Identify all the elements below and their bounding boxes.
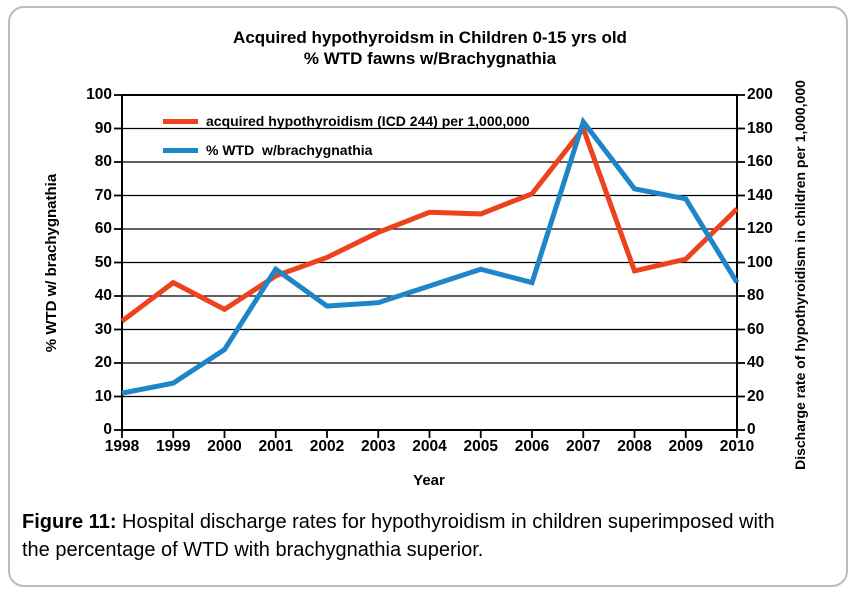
- left-y-tick-label: 30: [94, 320, 112, 338]
- figure-caption-number: Figure 11:: [22, 511, 117, 533]
- left-y-tick-label: 10: [94, 387, 112, 405]
- left-y-tick-label: 100: [86, 86, 112, 103]
- x-tick-label: 1998: [104, 438, 140, 455]
- left-y-tick-label: 60: [94, 220, 112, 237]
- left-y-axis-title: % WTD w/ brachygnathia: [43, 173, 60, 353]
- left-y-tick-label: 50: [94, 253, 112, 271]
- right-y-tick-label: 120: [747, 220, 773, 237]
- right-y-tick-label: 0: [747, 421, 756, 438]
- x-axis-title: Year: [413, 472, 445, 489]
- x-tick-label: 2000: [207, 438, 242, 455]
- right-y-tick-label: 20: [747, 387, 765, 405]
- right-y-tick-label: 160: [747, 153, 773, 170]
- right-y-tick-label: 100: [747, 253, 773, 271]
- x-tick-label: 2003: [361, 438, 396, 455]
- x-tick-label: 2008: [617, 438, 652, 455]
- left-y-tick-label: 40: [94, 287, 112, 304]
- figure-caption: Figure 11: Hospital discharge rates for …: [22, 508, 806, 564]
- right-y-tick-label: 60: [747, 320, 765, 338]
- legend-line-swatch-red: [163, 118, 198, 124]
- legend-item-wtd: % WTD w/brachygnathia: [163, 140, 530, 160]
- right-y-tick-label: 140: [747, 186, 773, 204]
- left-y-tick-label: 70: [94, 186, 112, 204]
- left-y-tick-label: 0: [103, 421, 112, 438]
- left-y-tick-label: 90: [94, 119, 112, 137]
- right-y-tick-label: 200: [747, 86, 773, 103]
- left-y-tick-label: 20: [94, 354, 112, 371]
- x-tick-label: 2007: [566, 438, 601, 455]
- right-y-tick-label: 180: [747, 119, 773, 137]
- right-y-tick-label: 80: [747, 287, 765, 304]
- x-tick-label: 2009: [668, 438, 703, 455]
- figure-caption-text: Hospital discharge rates for hypothyroid…: [22, 511, 775, 561]
- x-tick-label: 2006: [514, 438, 550, 455]
- chart-legend: acquired hypothyroidism (ICD 244) per 1,…: [163, 111, 530, 169]
- x-tick-label: 2002: [309, 438, 345, 455]
- right-y-tick-label: 40: [747, 354, 765, 371]
- x-tick-label: 1999: [156, 438, 191, 455]
- x-tick-label: 2001: [258, 438, 293, 455]
- right-y-axis-title: Discharge rate of hypothyroidism in chil…: [792, 80, 808, 470]
- left-y-tick-label: 80: [94, 153, 112, 170]
- chart-title: Acquired hypothyroidsm in Children 0-15 …: [0, 27, 856, 69]
- chart-title-line2: % WTD fawns w/Brachygnathia: [303, 49, 557, 68]
- x-tick-label: 2010: [719, 438, 755, 455]
- chart-title-line1: Acquired hypothyroidsm in Children 0-15 …: [233, 28, 627, 47]
- legend-line-swatch-blue: [163, 147, 198, 153]
- legend-label: acquired hypothyroidism (ICD 244) per 1,…: [206, 113, 530, 129]
- legend-label: % WTD w/brachygnathia: [206, 142, 373, 158]
- x-tick-label: 2005: [463, 438, 498, 455]
- legend-item-hypothyroidism: acquired hypothyroidism (ICD 244) per 1,…: [163, 111, 530, 131]
- x-tick-label: 2004: [412, 438, 447, 455]
